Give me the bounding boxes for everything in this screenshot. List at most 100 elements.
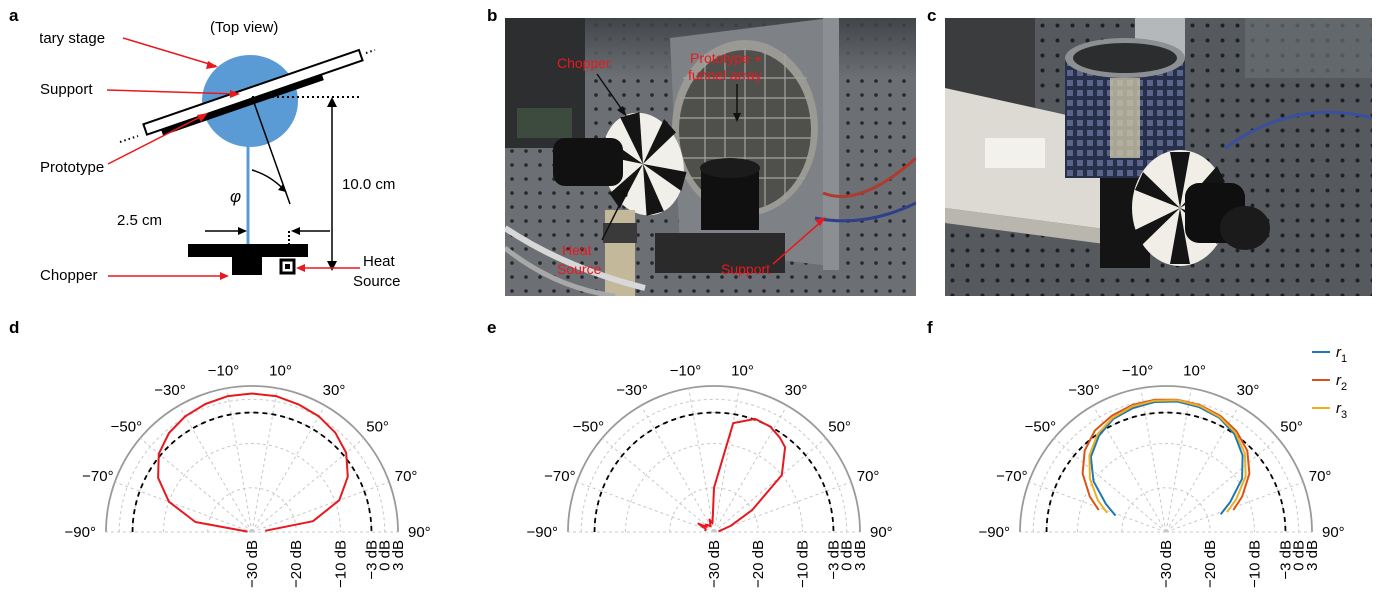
legend-label: r2: [1336, 372, 1347, 393]
heat-source-label-line1: Heat: [363, 253, 396, 270]
series-line: [157, 392, 349, 533]
angle-tick-label: −30°: [154, 382, 185, 399]
angle-tick-label: 10°: [1183, 363, 1206, 380]
grid-spoke: [1140, 388, 1167, 533]
polar-chart-f: −90° −70° −50° −30° −10° 10° 30° 50° 70° 90° −30 d…: [979, 344, 1348, 588]
angle-tick-label: −70°: [544, 468, 575, 485]
grid-arc: [105, 385, 399, 533]
polar-chart-d: −90° −70° −50° −30° −10° 10° 30° 50° 70° 90° −30 d…: [65, 363, 431, 588]
angle-tick-label: −10°: [670, 363, 701, 380]
radial-tick-label: −3 dB: [1278, 540, 1295, 580]
angle-tick-label: −10°: [208, 363, 239, 380]
support-dots-left: [119, 135, 139, 143]
angle-tick-label: 50°: [828, 419, 851, 436]
radial-tick-label: −30 dB: [244, 540, 261, 588]
panel-letter-a: a: [9, 6, 19, 25]
angle-tick-label: 50°: [366, 419, 389, 436]
chopper-base: [232, 257, 262, 275]
angle-tick-label: 70°: [395, 468, 418, 485]
support-label: Support: [40, 81, 93, 98]
angle-tick-label: 90°: [870, 524, 893, 541]
radial-tick-label: −20 dB: [750, 540, 767, 588]
angle-tick-label: 50°: [1280, 419, 1303, 436]
panel-letter-f: f: [927, 318, 933, 337]
panel-letter-c: c: [927, 6, 937, 25]
series-line-r3: [1088, 399, 1247, 514]
series-line: [697, 417, 787, 533]
grid-arc: [669, 487, 759, 533]
grid-spoke: [576, 481, 715, 533]
radial-tick-label: −3 dB: [826, 540, 843, 580]
grid-arc: [163, 443, 341, 533]
angle-tick-label: −10°: [1122, 363, 1153, 380]
angle-tick-label: −90°: [979, 524, 1010, 541]
grid-spoke: [688, 388, 715, 533]
grid-arc: [207, 487, 297, 533]
grid-spoke: [251, 405, 326, 533]
chopper-annotation: Chopper: [557, 55, 611, 71]
radial-tick-label: 3 dB: [1304, 540, 1321, 571]
radial-tick-label: −20 dB: [1202, 540, 1219, 588]
radial-tick-label: 0 dB: [377, 540, 394, 571]
radial-tick-label: 3 dB: [852, 540, 869, 571]
grid-spoke: [251, 437, 365, 533]
photo-b-annotations: Chopper Prototype + funnel array Heat So…: [557, 50, 826, 277]
heat-source-label-line2: Source: [353, 273, 401, 290]
offset-label: 2.5 cm: [117, 212, 162, 229]
panel-letter-b: b: [487, 6, 498, 25]
prototype-label: Prototype: [40, 159, 104, 176]
panel-letter-d: d: [9, 318, 20, 337]
support-dots-right: [365, 49, 376, 54]
reference-circle: [593, 411, 835, 533]
grid-arc: [1077, 443, 1255, 533]
angle-tick-label: −30°: [616, 382, 647, 399]
angle-phi-label: φ: [230, 187, 241, 206]
grid-arc: [625, 443, 803, 533]
angle-tick-label: −50°: [111, 419, 142, 436]
grid-spoke: [713, 388, 740, 533]
chopper-bar: [188, 244, 308, 257]
angle-tick-label: −70°: [996, 468, 1027, 485]
grid-spoke: [1165, 388, 1192, 533]
angle-tick-label: 70°: [1309, 468, 1332, 485]
angle-tick-label: −30°: [1068, 382, 1099, 399]
grid-spoke: [640, 405, 715, 533]
angle-tick-label: −50°: [573, 419, 604, 436]
panel-letter-e: e: [487, 318, 497, 337]
grid-spoke: [713, 405, 788, 533]
grid-arc: [567, 385, 861, 533]
prototype-annotation-line2: funnel array: [688, 67, 762, 83]
angle-tick-label: 30°: [323, 382, 346, 399]
chopper-label: Chopper: [40, 267, 98, 284]
photo-experimental-setup: [505, 18, 916, 296]
radial-tick-label: −10 dB: [1247, 540, 1264, 588]
radial-tick-label: 0 dB: [839, 540, 856, 571]
distance-label: 10.0 cm: [342, 176, 395, 193]
radial-tick-label: 3 dB: [390, 540, 407, 571]
grid-spoke: [139, 437, 253, 533]
grid-arc: [1019, 385, 1313, 533]
grid-spoke: [251, 388, 278, 533]
grid-spoke: [251, 481, 390, 533]
grid-spoke: [601, 437, 715, 533]
top-view-label: (Top view): [210, 19, 278, 36]
angle-tick-label: 30°: [1237, 382, 1260, 399]
legend-label: r1: [1336, 344, 1347, 365]
series-line-r2: [1081, 398, 1251, 511]
angle-tick-label: −90°: [527, 524, 558, 541]
legend-label: r3: [1336, 400, 1347, 421]
radial-tick-label: 0 dB: [1291, 540, 1308, 571]
grid-spoke: [713, 437, 827, 533]
grid-spoke: [1092, 405, 1167, 533]
angle-tick-label: 10°: [731, 363, 754, 380]
prototype-annotation-line1: Prototype +: [690, 50, 762, 66]
grid-arc: [1121, 487, 1211, 533]
grid-arc: [594, 412, 834, 533]
radial-tick-label: −10 dB: [795, 540, 812, 588]
rotary-stage-label: Rotary stage: [40, 30, 105, 47]
photo-cylindrical-prototype: [945, 18, 1372, 296]
grid-arc: [132, 412, 372, 533]
setup-schematic: (Top view) φ 10.0 cm 2.5 cm Rotary stage…: [40, 19, 401, 290]
grid-spoke: [178, 405, 253, 533]
angle-tick-label: 70°: [857, 468, 880, 485]
